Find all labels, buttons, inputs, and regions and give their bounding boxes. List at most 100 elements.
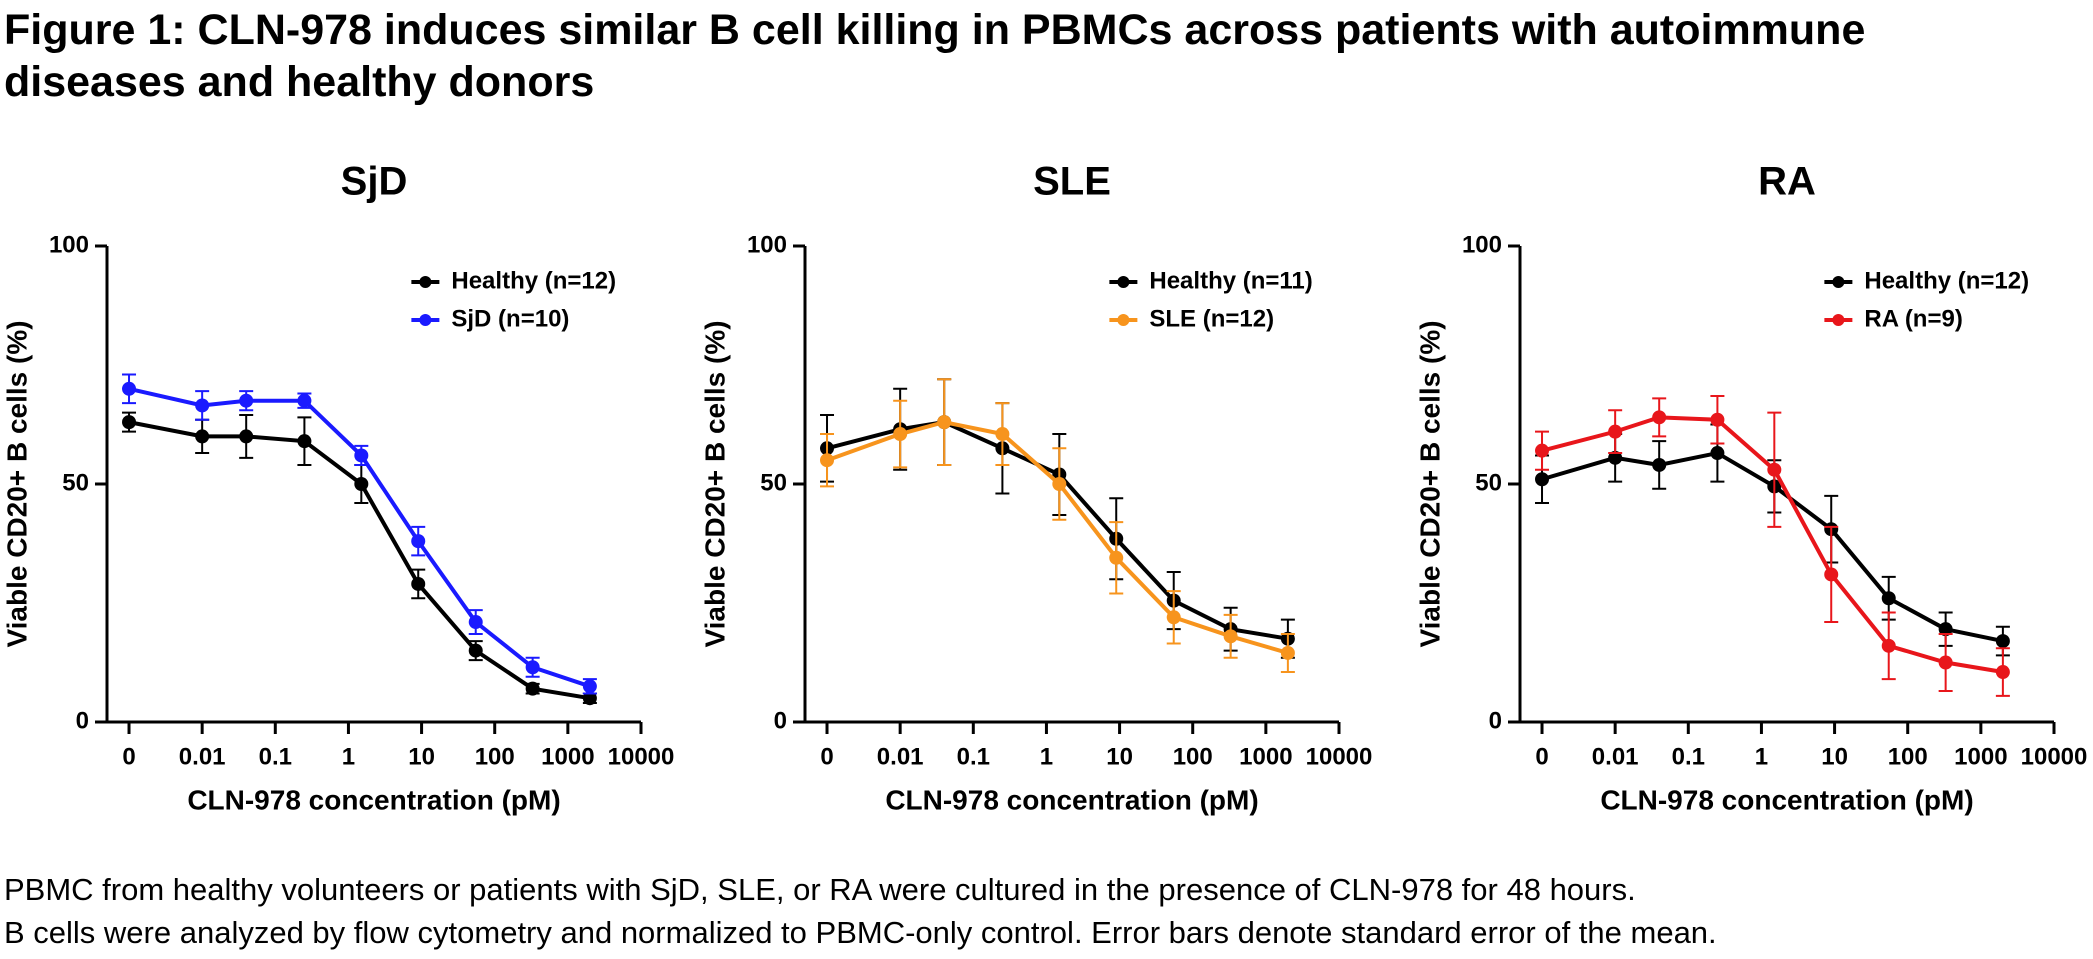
x-tick-label: 0: [820, 743, 833, 770]
x-tick-label: 0: [1535, 743, 1548, 770]
data-point: [995, 427, 1010, 442]
legend-marker: [1832, 276, 1845, 288]
y-tick-label: 100: [1462, 231, 1502, 258]
figure-title: Figure 1: CLN-978 induces similar B cell…: [4, 6, 1866, 106]
x-tick-label: 1000: [541, 743, 594, 770]
data-point: [1995, 665, 2010, 680]
x-tick-label: 100: [475, 743, 515, 770]
legend-marker: [419, 314, 432, 326]
data-point: [525, 660, 540, 675]
x-tick-label: 0.1: [1672, 743, 1705, 770]
legend-marker: [1117, 314, 1130, 326]
data-point: [122, 415, 137, 430]
data-point: [195, 398, 210, 413]
y-tick-label: 50: [760, 469, 787, 496]
legend-label: SjD (n=10): [451, 305, 569, 332]
y-axis-label: Viable CD20+ B cells (%): [1414, 320, 1445, 647]
legend-label: RA (n=9): [1864, 305, 1962, 332]
x-tick-label: 10000: [1306, 743, 1373, 770]
x-tick-label: 10000: [608, 743, 675, 770]
data-point: [1280, 645, 1295, 660]
x-tick-label: 10: [1106, 743, 1133, 770]
x-tick-label: 10000: [2021, 743, 2088, 770]
y-tick-label: 50: [62, 469, 89, 496]
data-point: [582, 691, 597, 706]
data-point: [411, 576, 426, 591]
legend-label: SLE (n=12): [1149, 305, 1274, 332]
y-tick-label: 100: [49, 231, 89, 258]
chart-title: RA: [1758, 160, 1816, 204]
data-point: [1535, 472, 1550, 487]
data-point: [1608, 424, 1623, 439]
data-point: [1995, 634, 2010, 649]
data-point: [582, 679, 597, 694]
data-point: [195, 429, 210, 444]
x-tick-label: 0.01: [1592, 743, 1639, 770]
data-point: [1652, 410, 1667, 425]
data-point: [122, 381, 137, 396]
data-point: [1881, 591, 1896, 606]
x-tick-label: 1000: [1239, 743, 1292, 770]
x-axis-label: CLN-978 concentration (pM): [885, 784, 1258, 815]
data-point: [937, 415, 952, 430]
y-axis-label: Viable CD20+ B cells (%): [699, 320, 730, 647]
x-tick-label: 0.01: [179, 743, 226, 770]
data-point: [297, 393, 312, 408]
y-tick-label: 100: [747, 231, 787, 258]
x-tick-label: 100: [1888, 743, 1928, 770]
data-point: [411, 534, 426, 549]
x-tick-label: 0.1: [259, 743, 292, 770]
data-point: [1608, 450, 1623, 465]
data-point: [239, 429, 254, 444]
x-axis-label: CLN-978 concentration (pM): [187, 784, 560, 815]
x-axis-label: CLN-978 concentration (pM): [1600, 784, 1973, 815]
y-tick-label: 50: [1475, 469, 1502, 496]
series-line: [826, 420, 1289, 655]
data-point: [1223, 629, 1238, 644]
data-point: [297, 434, 312, 449]
data-point: [1710, 412, 1725, 427]
x-tick-label: 10: [1821, 743, 1848, 770]
series-line: [826, 420, 1289, 641]
data-point: [1938, 622, 1953, 637]
data-point: [820, 453, 835, 468]
legend-marker: [419, 276, 432, 288]
data-point: [1109, 550, 1124, 565]
x-tick-label: 0.01: [877, 743, 924, 770]
data-point: [354, 448, 369, 463]
y-axis-label: Viable CD20+ B cells (%): [1, 320, 32, 647]
data-point: [354, 477, 369, 491]
data-point: [1652, 457, 1667, 472]
data-point: [1938, 655, 1953, 670]
y-tick-label: 0: [1489, 707, 1502, 734]
data-point: [239, 393, 254, 408]
footnote: B cells were analyzed by flow cytometry …: [4, 915, 1717, 950]
x-tick-label: 100: [1173, 743, 1213, 770]
data-point: [468, 615, 483, 630]
x-tick-label: 1: [1040, 743, 1053, 770]
legend-label: Healthy (n=12): [1864, 267, 2029, 294]
y-tick-label: 0: [774, 707, 787, 734]
x-tick-label: 1000: [1954, 743, 2007, 770]
data-point: [1052, 477, 1067, 491]
x-tick-label: 1: [1755, 743, 1768, 770]
data-point: [1824, 567, 1839, 582]
legend-label: Healthy (n=11): [1149, 267, 1312, 294]
data-point: [468, 643, 483, 658]
x-tick-label: 0.1: [957, 743, 990, 770]
footnote: PBMC from healthy volunteers or patients…: [4, 872, 1636, 907]
legend-marker: [1832, 314, 1845, 326]
y-tick-label: 0: [76, 707, 89, 734]
data-point: [1710, 446, 1725, 461]
data-point: [1767, 462, 1782, 477]
legend-label: Healthy (n=12): [451, 267, 616, 294]
data-point: [893, 427, 908, 442]
data-point: [1535, 443, 1550, 458]
legend-marker: [1117, 276, 1130, 288]
chart-title: SLE: [1033, 160, 1111, 204]
x-tick-label: 10: [408, 743, 435, 770]
chart-title: SjD: [341, 160, 408, 204]
data-point: [525, 681, 540, 696]
